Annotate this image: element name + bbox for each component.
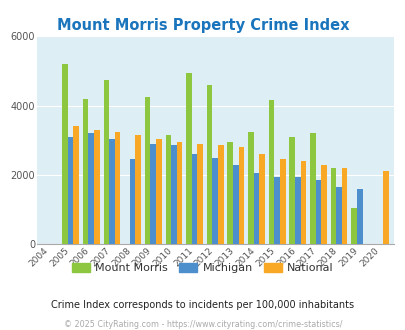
Text: Mount Morris Property Crime Index: Mount Morris Property Crime Index bbox=[57, 18, 348, 33]
Bar bbox=[109, 139, 115, 244]
Bar bbox=[150, 144, 156, 244]
Bar bbox=[274, 177, 279, 244]
Bar bbox=[227, 142, 232, 244]
Bar bbox=[186, 73, 191, 244]
Bar bbox=[300, 161, 305, 244]
Bar bbox=[156, 139, 161, 244]
Bar bbox=[73, 126, 79, 244]
Bar bbox=[115, 132, 120, 244]
Bar bbox=[62, 64, 68, 244]
Bar bbox=[130, 159, 135, 244]
Bar bbox=[356, 189, 362, 244]
Bar bbox=[197, 144, 202, 244]
Text: Crime Index corresponds to incidents per 100,000 inhabitants: Crime Index corresponds to incidents per… bbox=[51, 300, 354, 310]
Bar bbox=[320, 165, 326, 244]
Bar bbox=[232, 165, 238, 244]
Bar bbox=[247, 132, 253, 244]
Bar bbox=[350, 208, 356, 244]
Bar bbox=[135, 135, 141, 244]
Bar bbox=[268, 100, 274, 244]
Legend: Mount Morris, Michigan, National: Mount Morris, Michigan, National bbox=[72, 263, 333, 273]
Bar bbox=[94, 130, 99, 244]
Bar bbox=[191, 154, 197, 244]
Bar bbox=[145, 97, 150, 244]
Bar bbox=[83, 99, 88, 244]
Bar bbox=[165, 135, 171, 244]
Bar bbox=[253, 173, 259, 244]
Bar bbox=[294, 177, 300, 244]
Bar bbox=[259, 154, 264, 244]
Bar bbox=[88, 133, 94, 244]
Bar bbox=[289, 137, 294, 244]
Bar bbox=[309, 133, 315, 244]
Bar bbox=[212, 158, 217, 244]
Bar bbox=[382, 172, 388, 244]
Bar bbox=[335, 187, 341, 244]
Bar bbox=[171, 146, 176, 244]
Bar bbox=[330, 168, 335, 244]
Bar bbox=[238, 147, 243, 244]
Bar bbox=[206, 85, 212, 244]
Text: © 2025 CityRating.com - https://www.cityrating.com/crime-statistics/: © 2025 CityRating.com - https://www.city… bbox=[64, 319, 341, 329]
Bar bbox=[68, 137, 73, 244]
Bar bbox=[341, 168, 347, 244]
Bar bbox=[176, 142, 182, 244]
Bar bbox=[103, 80, 109, 244]
Bar bbox=[279, 159, 285, 244]
Bar bbox=[217, 146, 223, 244]
Bar bbox=[315, 180, 320, 244]
